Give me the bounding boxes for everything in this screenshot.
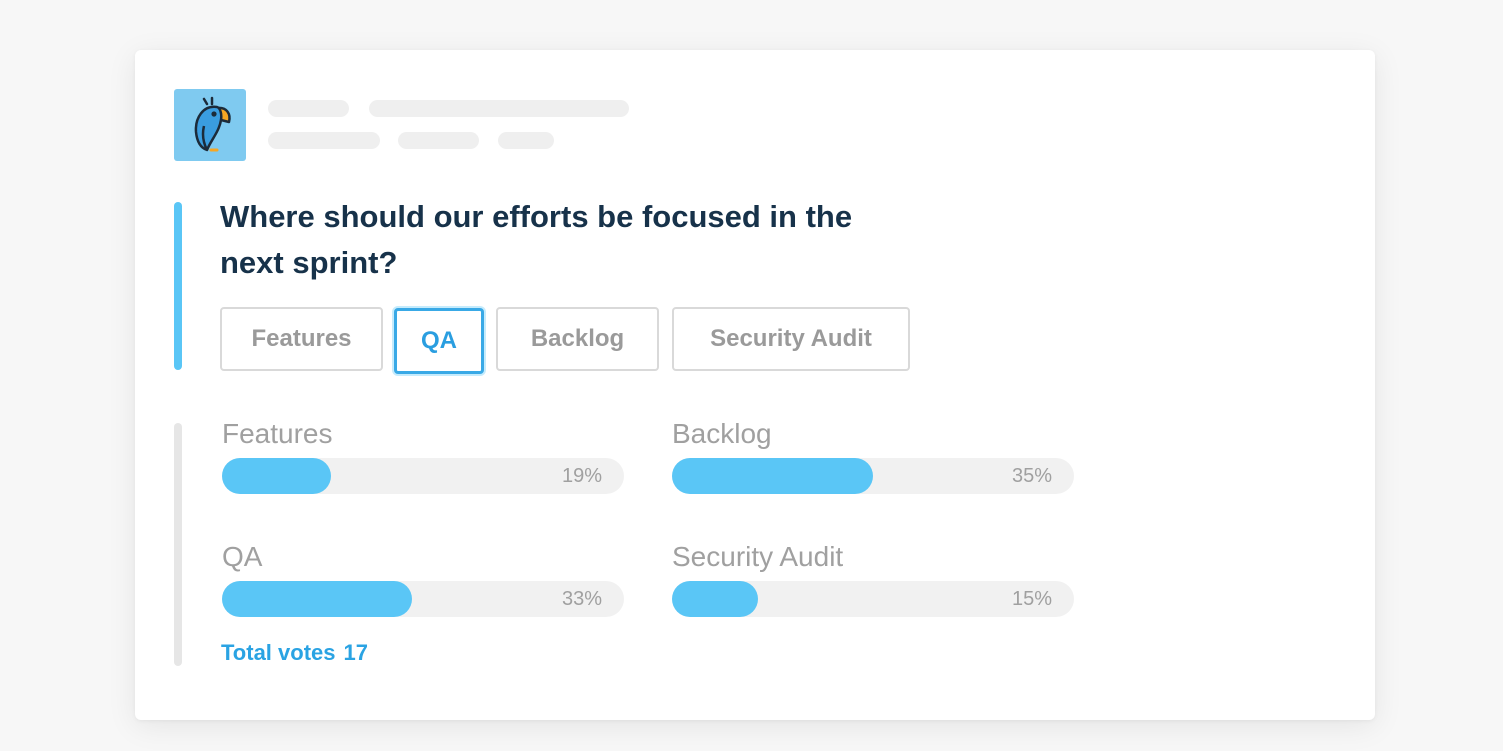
- option-button-qa[interactable]: QA: [394, 308, 484, 374]
- result-bar-fill: [672, 581, 758, 617]
- question-accent-bar: [174, 202, 182, 370]
- result-bar-fill: [672, 458, 873, 494]
- placeholder-line: [498, 132, 554, 149]
- result-label: Backlog: [672, 418, 772, 449]
- result-percent: 33%: [561, 588, 602, 610]
- result-percent: 19%: [561, 465, 602, 487]
- option-button-features[interactable]: Features: [220, 307, 383, 371]
- placeholder-line: [369, 100, 629, 117]
- placeholder-line: [268, 100, 349, 117]
- option-button-backlog[interactable]: Backlog: [496, 307, 659, 371]
- result-bar-fill: [222, 581, 412, 617]
- placeholder-line: [268, 132, 380, 149]
- result-bar-track: 33%: [222, 581, 624, 617]
- poll-card: Where should our efforts be focused in t…: [135, 50, 1375, 720]
- result-percent: 35%: [1011, 465, 1052, 487]
- result-item-backlog: Backlog 35%: [672, 414, 1074, 494]
- total-votes-label: Total votes: [221, 640, 336, 665]
- placeholder-line: [398, 132, 479, 149]
- result-bar-fill: [222, 458, 331, 494]
- result-bar-track: 35%: [672, 458, 1074, 494]
- avatar: [174, 89, 246, 161]
- result-label: QA: [222, 541, 263, 572]
- total-votes-value: 17: [343, 640, 368, 665]
- result-label: Features: [222, 418, 333, 449]
- parrot-icon: [194, 96, 231, 152]
- result-item-qa: QA 33%: [222, 537, 624, 617]
- result-label: Security Audit: [672, 541, 844, 572]
- option-button-security-audit[interactable]: Security Audit: [672, 307, 910, 371]
- total-votes: Total votes 17: [221, 640, 368, 666]
- results-divider-bar: [174, 423, 182, 666]
- result-percent: 15%: [1011, 588, 1052, 610]
- poll-question: Where should our efforts be focused in t…: [220, 199, 853, 280]
- result-bar-track: 15%: [672, 581, 1074, 617]
- result-item-security-audit: Security Audit 15%: [672, 537, 1074, 617]
- result-item-features: Features 19%: [222, 414, 624, 494]
- result-bar-track: 19%: [222, 458, 624, 494]
